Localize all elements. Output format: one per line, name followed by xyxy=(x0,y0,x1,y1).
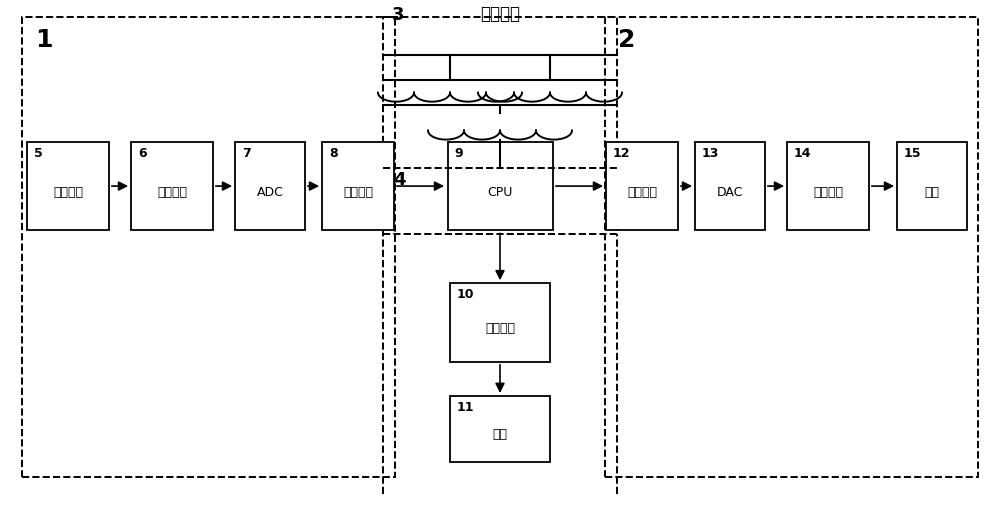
Bar xyxy=(787,142,869,230)
Bar xyxy=(131,142,213,230)
Bar xyxy=(605,17,978,477)
Bar xyxy=(897,142,967,230)
Bar xyxy=(27,142,109,230)
Text: 输出: 输出 xyxy=(492,428,508,441)
Text: 6: 6 xyxy=(138,147,147,160)
Text: CPU: CPU xyxy=(487,186,513,199)
Text: 供电隔离: 供电隔离 xyxy=(480,5,520,23)
Bar xyxy=(235,142,305,230)
Text: DAC: DAC xyxy=(717,186,743,199)
Text: 15: 15 xyxy=(904,147,922,160)
Text: 保护电路: 保护电路 xyxy=(157,186,187,199)
Bar xyxy=(322,142,394,230)
Text: 隔离耦合: 隔离耦合 xyxy=(627,186,657,199)
Text: 3: 3 xyxy=(392,7,404,24)
Bar xyxy=(606,142,678,230)
Text: 7: 7 xyxy=(242,147,251,160)
Text: 通信转换: 通信转换 xyxy=(485,322,515,335)
Text: 输出: 输出 xyxy=(924,186,940,199)
Text: 8: 8 xyxy=(329,147,338,160)
Text: 4: 4 xyxy=(393,171,406,189)
Text: 13: 13 xyxy=(702,147,719,160)
Bar xyxy=(448,142,552,230)
Bar xyxy=(450,396,550,461)
Text: 9: 9 xyxy=(454,147,463,160)
Text: 2: 2 xyxy=(618,28,635,52)
Text: 1: 1 xyxy=(35,28,52,52)
Text: 10: 10 xyxy=(457,288,475,302)
Text: 保护电路: 保护电路 xyxy=(813,186,843,199)
Text: 5: 5 xyxy=(34,147,43,160)
Bar xyxy=(383,17,617,234)
Bar xyxy=(695,142,765,230)
Text: ADC: ADC xyxy=(257,186,283,199)
Text: 隔离耦合: 隔离耦合 xyxy=(343,186,373,199)
Bar xyxy=(450,283,550,361)
Bar xyxy=(22,17,395,477)
Text: 12: 12 xyxy=(613,147,631,160)
Text: 信号采集: 信号采集 xyxy=(53,186,83,199)
Text: 14: 14 xyxy=(794,147,811,160)
Text: 11: 11 xyxy=(457,401,475,414)
